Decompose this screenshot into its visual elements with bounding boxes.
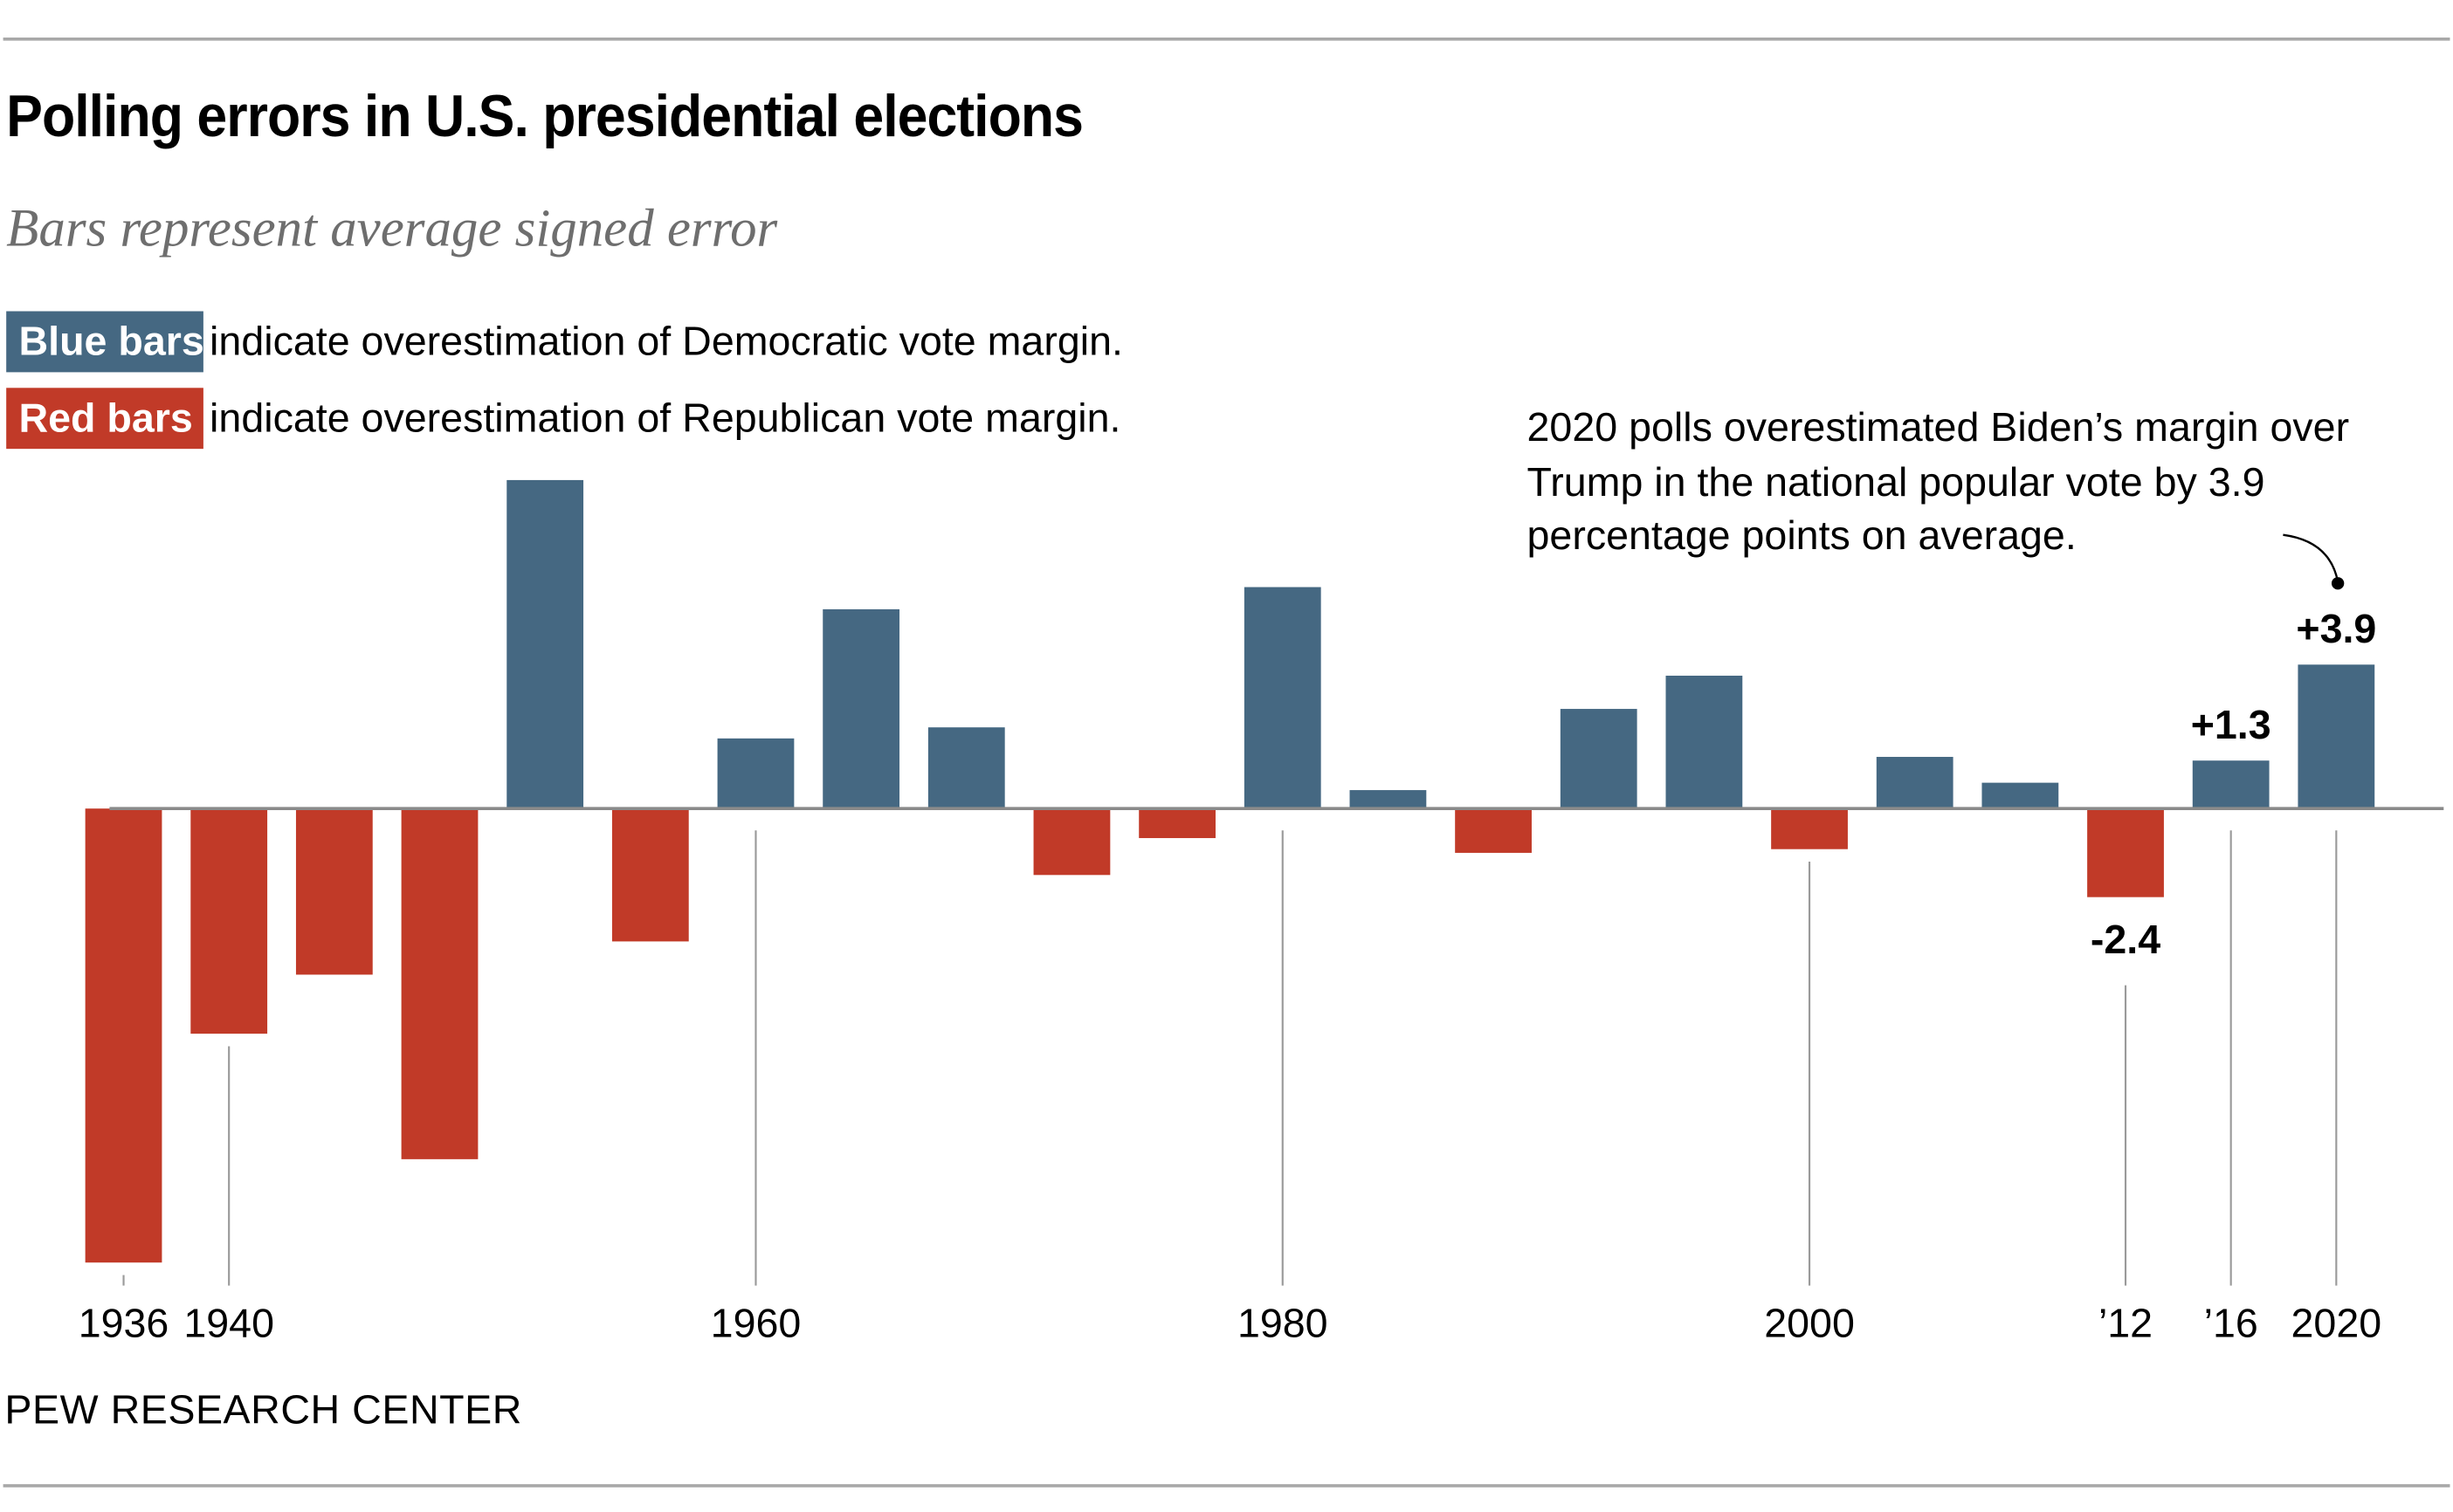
annotation-note: 2020 polls overestimated Biden’s margin …	[1526, 403, 2350, 559]
legend-chip-red: Red bars	[6, 387, 203, 449]
legend-text-red: indicate overestimation of Republican vo…	[210, 393, 1121, 441]
pointer-curve	[2283, 533, 2339, 582]
data-label-2012: -2.4	[2091, 917, 2160, 962]
pointer-dot	[2331, 577, 2345, 590]
legend-item-blue: Blue bars indicate overestimation of Dem…	[6, 310, 1123, 373]
bar-2008	[1981, 782, 2059, 809]
bar-1936	[85, 808, 162, 1263]
tick-label-2012: ’12	[2098, 1301, 2153, 1346]
bar-1972	[1033, 808, 1111, 876]
legend-chip-blue: Blue bars	[6, 310, 204, 372]
bar-2004	[1876, 757, 1953, 809]
top-divider	[3, 37, 2450, 41]
bar-1976	[1139, 808, 1216, 839]
bar-2000	[1771, 808, 1848, 849]
bar-1984	[1349, 790, 1427, 809]
bar-1996	[1665, 675, 1743, 809]
tick-label-2000: 2000	[1764, 1301, 1855, 1346]
tick-label-1940: 1940	[183, 1301, 274, 1346]
bars	[85, 479, 2375, 1263]
bar-1964	[823, 608, 900, 809]
chart-title: Polling errors in U.S. presidential elec…	[6, 84, 1084, 150]
tick-label-1936: 1936	[79, 1301, 169, 1346]
bar-1980	[1244, 587, 1321, 809]
source-credit: PEW RESEARCH CENTER	[4, 1385, 522, 1433]
bar-1988	[1455, 808, 1532, 853]
tick-label-2020: 2020	[2291, 1301, 2382, 1346]
data-label-2016: +1.3	[2191, 702, 2271, 747]
bar-2020	[2298, 664, 2375, 809]
data-labels: -2.4 +1.3 +3.9	[2091, 606, 2376, 962]
bar-1952	[506, 479, 584, 809]
legend-text-blue: indicate overestimation of Democratic vo…	[210, 316, 1123, 364]
bar-2012	[2087, 808, 2164, 897]
bar-1956	[611, 808, 689, 942]
tick-label-2016: ’16	[2204, 1301, 2258, 1346]
bar-1948	[401, 808, 479, 1159]
bar-1944	[295, 808, 373, 975]
bar-2016	[2192, 760, 2270, 809]
bar-1968	[927, 727, 1005, 809]
annotation-pointer	[2283, 533, 2345, 590]
data-label-2020: +3.9	[2296, 606, 2376, 651]
bar-1992	[1560, 709, 1637, 809]
tick-label-1960: 1960	[711, 1301, 802, 1346]
tick-label-1980: 1980	[1237, 1301, 1328, 1346]
bar-1940	[190, 808, 268, 1034]
x-tick-labels: 1936 1940 1960 1980 2000 ’12 ’16 2020	[79, 1301, 2381, 1346]
bottom-divider	[3, 1484, 2450, 1488]
tick-lines	[122, 830, 2338, 1286]
legend-item-red: Red bars indicate overestimation of Repu…	[6, 387, 1120, 450]
bar-1960	[717, 738, 795, 809]
chart-subtitle: Bars represent average signed error	[6, 200, 778, 258]
